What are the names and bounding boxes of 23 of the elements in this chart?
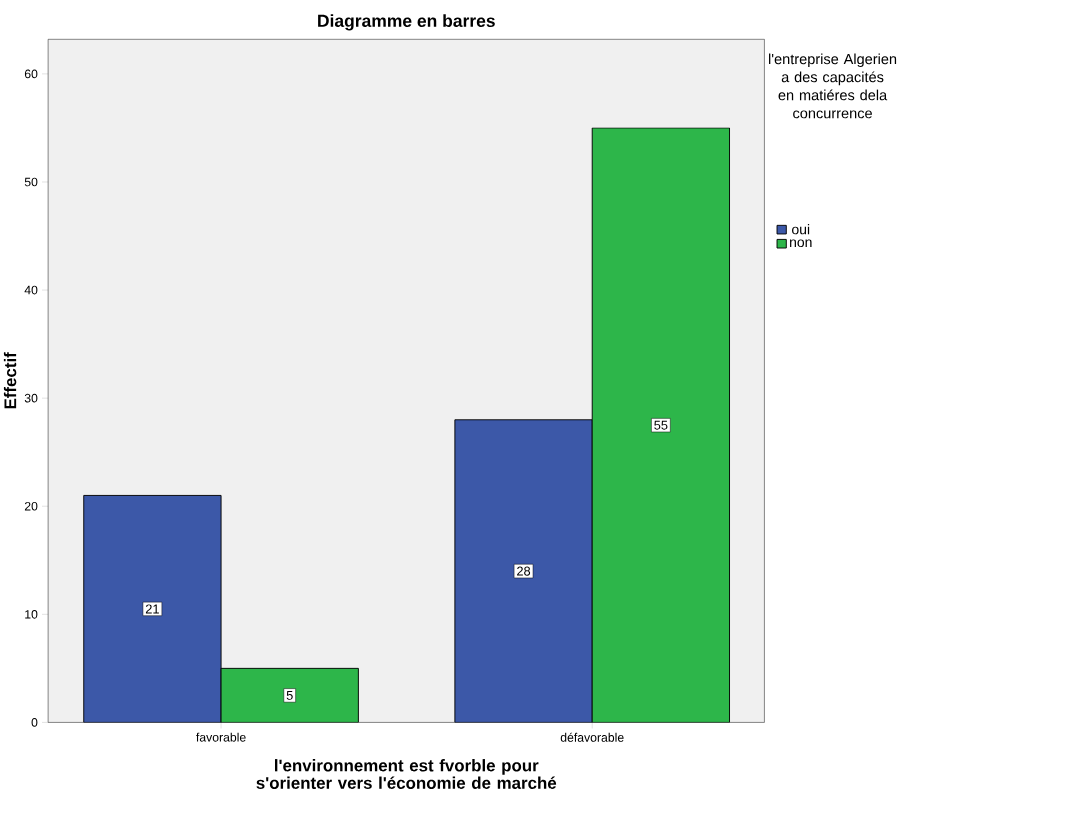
y-axis-title: Effectif xyxy=(3,352,17,409)
bar xyxy=(454,419,593,723)
y-tick-label: 30 xyxy=(24,393,38,403)
y-tick-label: 20 xyxy=(24,501,38,511)
data-label: 21 xyxy=(145,604,159,614)
y-tick-label: 50 xyxy=(24,177,38,187)
legend-title: l'entreprise Algerien a des capacités en matiéres dela concurrence xyxy=(769,53,897,119)
x-tick-label: favorable xyxy=(196,732,246,742)
legend-label: non xyxy=(790,239,812,247)
y-tick-label: 40 xyxy=(24,285,38,295)
data-label: 55 xyxy=(654,420,668,430)
chart-title: Diagramme en barres xyxy=(318,14,495,31)
bar xyxy=(220,667,359,723)
y-tick-label: 60 xyxy=(24,69,38,79)
y-tick-label: 0 xyxy=(31,717,38,727)
x-tick-label: défavorable xyxy=(560,732,624,742)
legend-label: oui xyxy=(792,223,810,235)
y-tick-label: 10 xyxy=(25,609,38,619)
bar xyxy=(83,494,222,723)
data-label: 5 xyxy=(286,690,293,700)
bar xyxy=(591,127,730,723)
data-label: 28 xyxy=(517,566,531,576)
x-axis-title: l'environnement est fvorble pour s'orienter vers l'économie de marché xyxy=(256,758,557,789)
